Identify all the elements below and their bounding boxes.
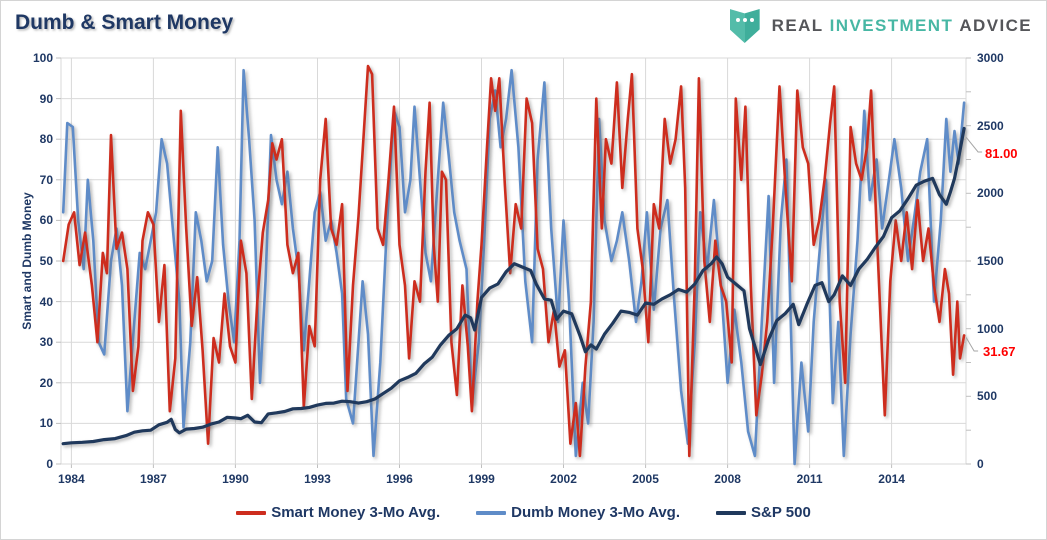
logo-word-advice: ADVICE: [959, 16, 1032, 35]
y-left-tick-label: 50: [39, 254, 53, 268]
page-title: Dumb & Smart Money: [15, 11, 234, 34]
y-left-tick-label: 90: [39, 91, 53, 106]
y-left-tick-label: 70: [39, 172, 53, 187]
y-right-tick-label: 2000: [977, 186, 1004, 201]
series-sp500: [61, 126, 966, 446]
smart-money-last-value-callout: 31.67: [983, 344, 1016, 359]
y-left-tick-label: 20: [39, 375, 53, 390]
chart-legend: Smart Money 3-Mo Avg. Dumb Money 3-Mo Avg…: [1, 504, 1046, 521]
y-left-tick-label: 60: [39, 213, 53, 228]
legend-item[interactable]: S&P 500: [716, 504, 811, 521]
legend-line-swatch: [716, 510, 747, 515]
y-right-tick-label: 500: [977, 389, 998, 404]
legend-line-swatch: [476, 510, 507, 515]
y-left-tick-label: 40: [39, 294, 53, 309]
brand-logo-text: REAL INVESTMENT ADVICE: [772, 16, 1032, 36]
y-left-tick-label: 80: [39, 132, 53, 147]
x-tick-label: 2008: [714, 472, 741, 486]
legend-label: Dumb Money 3-Mo Avg.: [511, 504, 681, 521]
x-tick-label: 2002: [550, 472, 577, 486]
x-tick-label: 1996: [386, 472, 413, 486]
x-tick-label: 1984: [58, 472, 85, 486]
x-tick-label: 1990: [222, 472, 249, 486]
y-left-tick-label: 0: [46, 457, 53, 471]
x-tick-label: 2014: [878, 472, 905, 486]
series-dumb-money: [61, 68, 966, 466]
series-smart-money: [61, 64, 966, 458]
three-dots-icon: [735, 17, 754, 22]
y-right-tick-label: 1500: [977, 254, 1004, 268]
x-tick-label: 2005: [632, 472, 659, 486]
callout-leader-dumb: [965, 136, 983, 153]
y-right-tick-label: 0: [977, 457, 984, 471]
y-right-tick-label: 3000: [977, 51, 1004, 65]
legend-item[interactable]: Smart Money 3-Mo Avg.: [236, 504, 440, 521]
y-left-tick-label: 30: [39, 335, 53, 350]
callout-leader-smart: [965, 337, 979, 352]
dumb-money-last-value-callout: 81.00: [985, 146, 1018, 161]
logo-word-real: REAL: [771, 16, 824, 35]
x-tick-label: 1987: [140, 472, 167, 486]
y-right-tick-label: 2500: [977, 118, 1004, 133]
x-tick-label: 1999: [468, 472, 495, 486]
legend-item[interactable]: Dumb Money 3-Mo Avg.: [476, 504, 680, 521]
y-left-tick-label: 10: [39, 416, 53, 431]
brand-logo: REAL INVESTMENT ADVICE: [729, 9, 1032, 43]
y-left-tick-label: 100: [32, 51, 53, 65]
x-tick-label: 1993: [304, 472, 331, 486]
logo-word-investment: INVESTMENT: [829, 16, 954, 35]
legend-line-swatch: [236, 510, 267, 515]
legend-label: Smart Money 3-Mo Avg.: [271, 504, 441, 521]
legend-label: S&P 500: [751, 504, 811, 521]
x-tick-label: 2011: [796, 472, 823, 486]
y-right-tick-label: 1000: [977, 321, 1004, 336]
